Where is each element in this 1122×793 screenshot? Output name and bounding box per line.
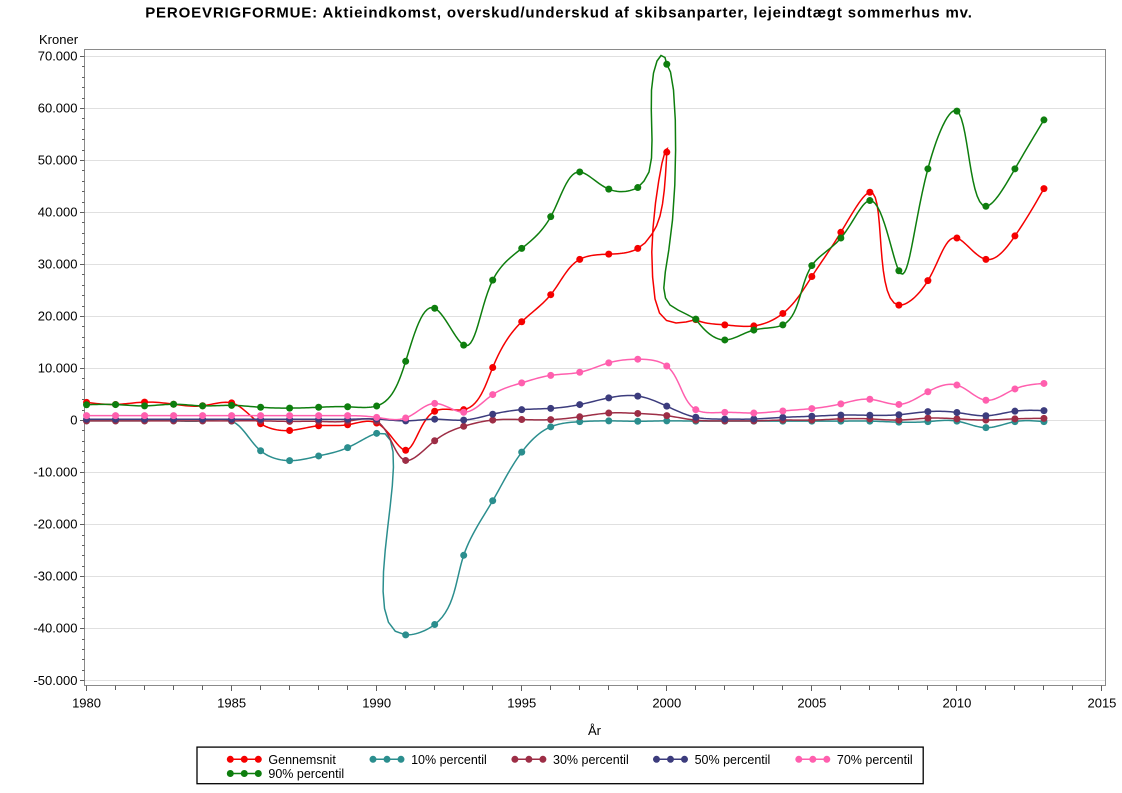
svg-text:-40.000: -40.000 (33, 621, 77, 636)
svg-text:30% percentil: 30% percentil (553, 753, 629, 767)
svg-text:90% percentil: 90% percentil (268, 767, 344, 781)
svg-text:50% percentil: 50% percentil (695, 753, 771, 767)
svg-text:Kroner: Kroner (39, 32, 79, 47)
svg-text:2005: 2005 (797, 696, 826, 711)
svg-text:1980: 1980 (72, 696, 101, 711)
svg-text:10% percentil: 10% percentil (411, 753, 487, 767)
svg-text:År: År (588, 723, 602, 738)
svg-text:2015: 2015 (1087, 696, 1116, 711)
svg-text:-10.000: -10.000 (33, 465, 77, 480)
svg-text:20.000: 20.000 (38, 309, 78, 324)
svg-text:50.000: 50.000 (38, 153, 78, 168)
svg-text:-30.000: -30.000 (33, 569, 77, 584)
svg-text:PEROEVRIGFORMUE: Aktieindkomst: PEROEVRIGFORMUE: Aktieindkomst, overskud… (145, 5, 973, 22)
svg-text:2000: 2000 (652, 696, 681, 711)
svg-text:1990: 1990 (362, 696, 391, 711)
svg-text:70% percentil: 70% percentil (837, 753, 913, 767)
svg-text:Gennemsnit: Gennemsnit (268, 753, 336, 767)
svg-text:-50.000: -50.000 (33, 673, 77, 688)
svg-text:60.000: 60.000 (38, 101, 78, 116)
svg-text:70.000: 70.000 (38, 49, 78, 64)
svg-text:40.000: 40.000 (38, 205, 78, 220)
svg-text:1995: 1995 (507, 696, 536, 711)
svg-text:-20.000: -20.000 (33, 517, 77, 532)
svg-text:1985: 1985 (217, 696, 246, 711)
svg-text:2010: 2010 (942, 696, 971, 711)
svg-text:10.000: 10.000 (38, 361, 78, 376)
svg-text:30.000: 30.000 (38, 257, 78, 272)
svg-text:0: 0 (70, 413, 77, 428)
